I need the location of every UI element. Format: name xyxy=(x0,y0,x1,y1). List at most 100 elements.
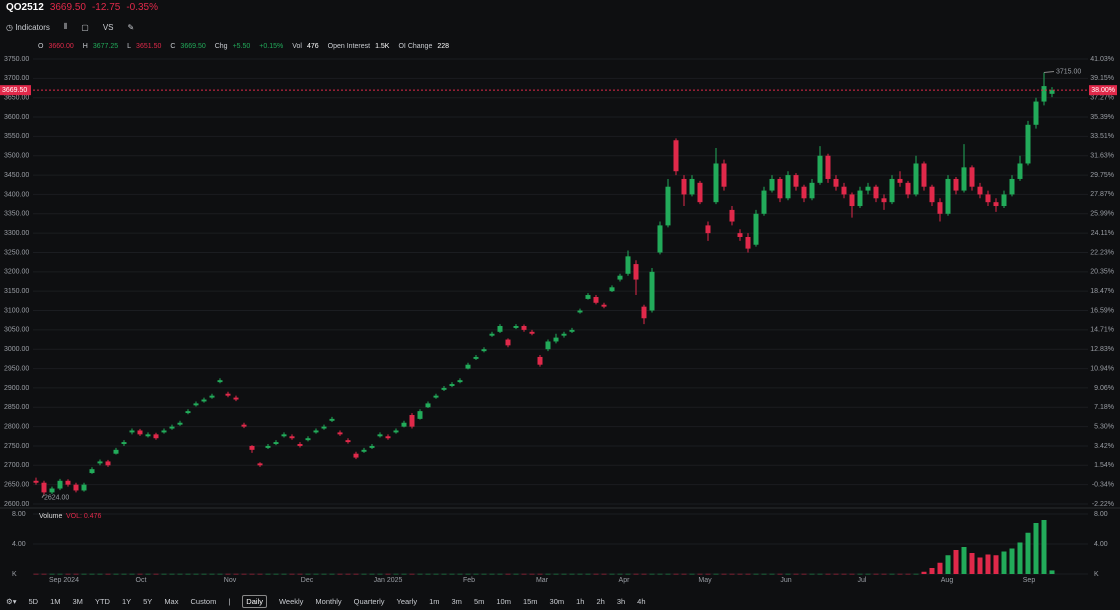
y-tick-label: 3550.00 xyxy=(4,133,29,140)
interval-button[interactable]: 30m xyxy=(549,596,565,606)
volume-bar xyxy=(417,573,423,575)
y2-tick-label: 37.27% xyxy=(1090,95,1114,102)
candle-body xyxy=(441,387,447,390)
chart-type-button[interactable]: ⫴ xyxy=(63,22,68,31)
interval-button[interactable]: 1m xyxy=(429,596,440,606)
interval-button[interactable]: 15m xyxy=(522,596,538,606)
candle-body xyxy=(793,175,799,187)
legend-key: Open Interest xyxy=(327,42,371,50)
volume-bar xyxy=(689,573,695,575)
pen-button[interactable]: ✎ xyxy=(127,22,135,32)
interval-button[interactable]: Weekly xyxy=(278,596,304,606)
y-tick-label: 2700.00 xyxy=(4,462,29,469)
candle-body xyxy=(569,329,575,332)
drawing-button[interactable]: ▢ xyxy=(81,22,89,32)
y2-tick-label: 12.83% xyxy=(1090,346,1114,353)
range-button[interactable]: YTD xyxy=(94,596,110,606)
candle-body xyxy=(217,380,223,383)
y-tick-label: 3050.00 xyxy=(4,327,29,334)
volume-bar xyxy=(337,573,343,575)
y-tick-label: 2600.00 xyxy=(4,501,29,508)
last-pct-box xyxy=(1089,85,1117,96)
interval-button[interactable]: Yearly xyxy=(396,596,418,606)
interval-button[interactable]: 4h xyxy=(637,596,646,606)
volume-bar xyxy=(785,573,791,575)
range-button[interactable]: 1M xyxy=(50,596,61,606)
candle-body xyxy=(297,444,303,446)
volume-title: Volume xyxy=(39,513,62,520)
x-tick-label: Jul xyxy=(858,577,867,584)
volume-bar xyxy=(665,573,671,575)
candle-body xyxy=(177,422,183,425)
interval-button[interactable]: Monthly xyxy=(315,596,342,606)
ohlc-legend: O 3660.00 H 3677.25 L 3651.50 C 3669.50 Chg +5.50… xyxy=(38,41,453,51)
volume-bar xyxy=(233,573,239,575)
candle-body xyxy=(721,163,727,187)
volume-bar xyxy=(729,573,735,575)
volume-bar xyxy=(945,555,951,574)
volume-bar xyxy=(105,573,111,575)
legend-value: 3669.50 xyxy=(180,42,206,50)
legend-value: 1.5K xyxy=(375,42,390,50)
interval-button[interactable]: Quarterly xyxy=(353,596,385,606)
interval-button[interactable]: 3m xyxy=(451,596,462,606)
indicators-button[interactable]: ◷ Indicators xyxy=(6,22,50,32)
interval-button[interactable]: 3h xyxy=(616,596,626,606)
range-button[interactable]: Max xyxy=(164,596,179,606)
interval-button[interactable]: 2h xyxy=(596,596,605,606)
range-button[interactable]: 3M xyxy=(72,596,83,606)
volume-bar xyxy=(1009,548,1015,574)
y-tick-label: 3200.00 xyxy=(4,269,29,276)
volume-bar xyxy=(633,573,639,575)
interval-button[interactable]: Daily xyxy=(242,594,267,608)
x-tick-label: Feb xyxy=(463,577,475,584)
candle-body xyxy=(185,411,191,414)
volume-bar xyxy=(513,573,519,575)
volume-bar xyxy=(129,573,135,575)
y-tick-label: 3750.00 xyxy=(4,56,29,63)
volume-bar xyxy=(1001,551,1007,574)
range-button[interactable]: 5Y xyxy=(143,596,153,606)
volume-bar xyxy=(753,573,759,575)
interval-button[interactable]: 5m xyxy=(473,596,485,606)
candle-body xyxy=(305,438,311,441)
interval-button[interactable]: 10m xyxy=(496,596,511,606)
compare-button[interactable]: VS xyxy=(102,22,114,32)
candle-body xyxy=(673,140,679,172)
volume-bar xyxy=(425,573,431,575)
settings-button[interactable]: ⚙▾ xyxy=(6,596,17,606)
candle-body xyxy=(705,225,711,234)
legend-value: 228 xyxy=(437,42,450,50)
volume-tick-label: 8.00 xyxy=(12,511,26,518)
candle-body xyxy=(329,418,335,421)
volume-bar xyxy=(57,573,63,575)
volume-bar xyxy=(1033,523,1039,574)
candle-body xyxy=(889,178,895,203)
candle-body xyxy=(169,426,175,429)
range-button[interactable]: 1Y xyxy=(121,596,132,606)
volume-bar xyxy=(649,573,655,575)
candle-body xyxy=(905,182,911,195)
candle-body xyxy=(337,432,343,435)
candle-body xyxy=(649,271,655,311)
interval-button[interactable]: 1h xyxy=(576,596,585,606)
volume-bar xyxy=(281,573,287,575)
candle-body xyxy=(881,198,887,203)
y2-tick-label: 29.75% xyxy=(1090,172,1114,179)
range-button[interactable]: 5D xyxy=(28,596,39,606)
y2-tick-label: 24.11% xyxy=(1091,230,1114,237)
legend-key: C xyxy=(170,42,176,50)
candle-body xyxy=(233,397,239,400)
candle-body xyxy=(129,430,135,433)
volume-bar xyxy=(353,573,359,575)
y2-tick-label: 9.06% xyxy=(1094,385,1114,392)
volume-bar xyxy=(577,573,583,575)
volume-bar xyxy=(593,573,599,575)
candle-body xyxy=(761,190,767,214)
volume-bar xyxy=(985,554,991,574)
candle-body xyxy=(257,463,263,466)
legend-key: H xyxy=(82,42,88,50)
volume-bar xyxy=(505,573,511,575)
range-button[interactable]: Custom xyxy=(190,596,217,606)
volume-bar xyxy=(697,573,703,575)
